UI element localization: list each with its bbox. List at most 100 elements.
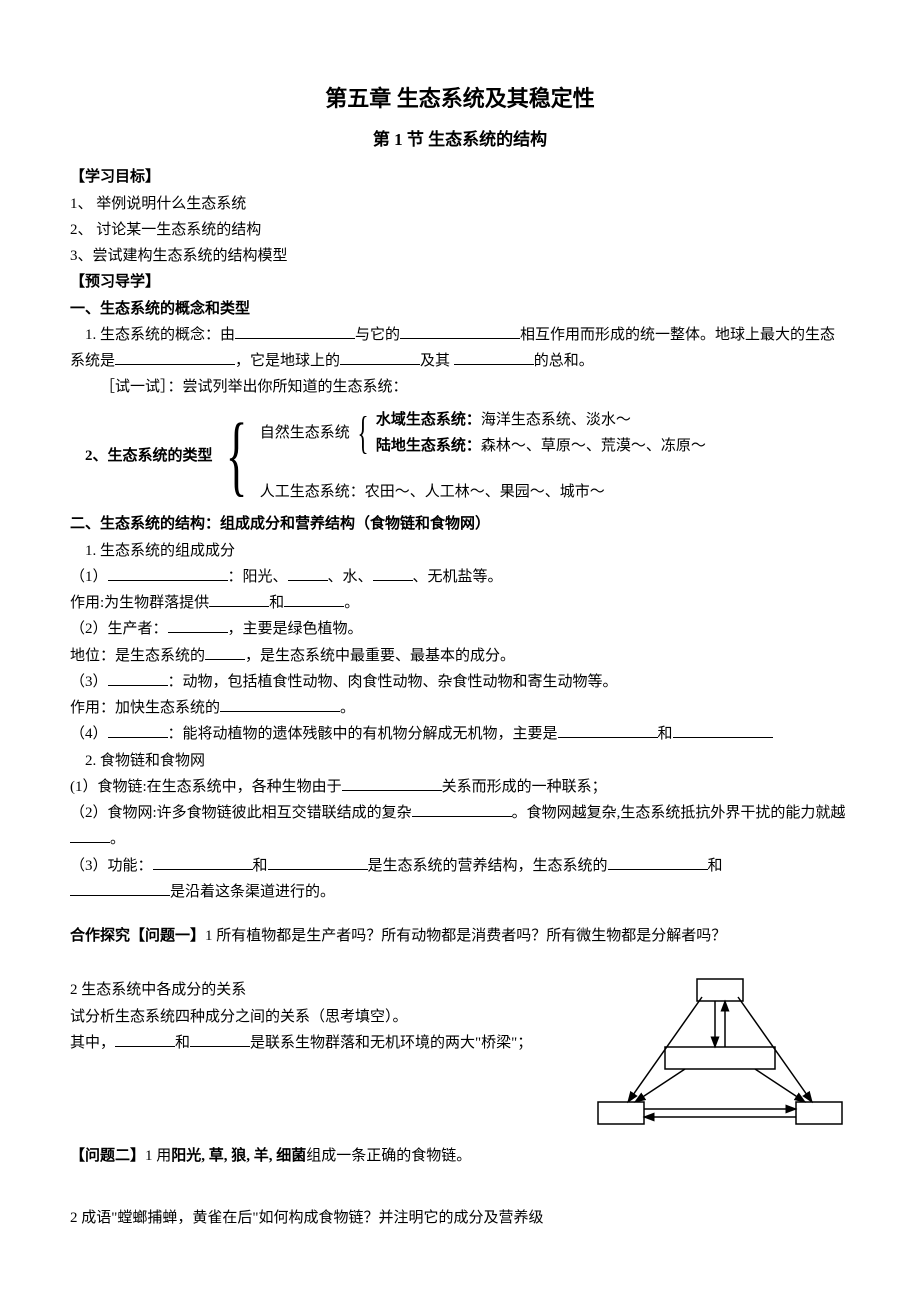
text: 、无机盐等。 <box>413 569 503 585</box>
text-line: 其中，和是联系生物群落和无机环境的两大"桥梁"； <box>70 1030 560 1056</box>
text: 地位：是生态系统的 <box>70 648 205 664</box>
fill-blank[interactable] <box>288 565 328 581</box>
heading-sec1: 一、生态系统的概念和类型 <box>70 296 850 322</box>
heading-coop-q1: 合作探究【问题一】 <box>70 928 205 944</box>
fill-blank[interactable] <box>153 854 253 870</box>
text: 作用：加快生态系统的 <box>70 700 220 716</box>
fill-blank[interactable] <box>412 801 512 817</box>
text: 。 <box>344 595 359 611</box>
text: 与它的 <box>355 327 400 343</box>
text: 是沿着这条渠道进行的。 <box>170 884 335 900</box>
text-line: （4） ：能将动植物的遗体残骸中的有机物分解成无机物，主要是 和 <box>70 721 850 747</box>
text: （3） <box>70 674 108 690</box>
text: ，它是地球上的 <box>235 353 340 369</box>
text-line: (1）食物链:在生态系统中，各种生物由于 关系而形成的一种联系； <box>70 774 850 800</box>
text-line: 地位：是生态系统的 ，是生态系统中最重要、最基本的成分。 <box>70 643 850 669</box>
text-line: （2）生产者： ，主要是绿色植物。 <box>70 616 850 642</box>
fill-blank[interactable] <box>220 696 340 712</box>
fill-blank[interactable] <box>190 1031 250 1047</box>
q2-line: 【问题二】1 用阳光, 草, 狼, 羊, 细菌组成一条正确的食物链。 <box>70 1143 850 1169</box>
text: 的总和。 <box>534 353 594 369</box>
goal-item: 1、 举例说明什么生态系统 <box>70 191 850 217</box>
brace-icon: { <box>225 411 247 501</box>
text-line: （3）功能：和是生态系统的营养结构，生态系统的和是沿着这条渠道进行的。 <box>70 853 850 906</box>
text: 作用:为生物群落提供 <box>70 595 209 611</box>
text-line: （2）食物网:许多食物链彼此相互交错联结成的复杂 。食物网越复杂,生态系统抵抗外界… <box>70 800 850 853</box>
text-line: 作用:为生物群落提供 和 。 <box>70 590 850 616</box>
text: 及其 <box>420 353 450 369</box>
ecosystem-type-tree: 2、生态系统的类型 { 自然生态系统 { 水域生态系统：海洋生态系统、淡水～ 陆… <box>85 407 850 506</box>
text: 组成一条正确的食物链。 <box>306 1148 471 1164</box>
fill-blank[interactable] <box>454 349 534 365</box>
tree-leaf-label: 水域生态系统： <box>376 412 481 428</box>
fill-blank[interactable] <box>115 349 235 365</box>
fill-blank[interactable] <box>168 617 228 633</box>
text: （2）生产者： <box>70 621 168 637</box>
text-line: 1. 生态系统的概念：由与它的相互作用而形成的统一整体。地球上最大的生态系统是，… <box>70 322 850 375</box>
fill-blank[interactable] <box>284 591 344 607</box>
text: 。 <box>340 700 355 716</box>
fill-blank[interactable] <box>268 854 368 870</box>
text: （2）食物网:许多食物链彼此相互交错联结成的复杂 <box>70 805 412 821</box>
text-line: 作用：加快生态系统的 。 <box>70 695 850 721</box>
text: 和 <box>269 595 284 611</box>
fill-blank[interactable] <box>340 349 420 365</box>
heading-sec2: 二、生态系统的结构：组成成分和营养结构（食物链和食物网） <box>70 511 850 537</box>
heading-preview: 【预习导学】 <box>70 269 850 295</box>
text: （4） <box>70 726 108 742</box>
text: ：阳光、 <box>228 569 288 585</box>
text: 1. 生态系统的概念：由 <box>85 327 235 343</box>
chapter-title: 第五章 生态系统及其稳定性 <box>70 80 850 119</box>
text-line: 2. 食物链和食物网 <box>70 748 850 774</box>
text-line: （3）：动物，包括植食性动物、肉食性动物、杂食性动物和寄生动物等。 <box>70 669 850 695</box>
heading-goals: 【学习目标】 <box>70 164 850 190</box>
fill-blank[interactable] <box>558 722 658 738</box>
text: ，是生态系统中最重要、最基本的成分。 <box>245 648 515 664</box>
text: 。食物网越复杂,生态系统抵抗外界干扰的能力就越 <box>512 805 846 821</box>
text: 1 所有植物都是生产者吗？所有动物都是消费者吗？所有微生物都是分解者吗？ <box>205 928 726 944</box>
heading-q2: 【问题二】 <box>70 1148 145 1164</box>
relation-diagram <box>590 977 850 1136</box>
fill-blank[interactable] <box>209 591 269 607</box>
coop-q1: 合作探究【问题一】1 所有植物都是生产者吗？所有动物都是消费者吗？所有微生物都是… <box>70 923 850 949</box>
fill-blank[interactable] <box>108 670 168 686</box>
brace-icon: { <box>357 410 368 456</box>
goal-item: 2、 讨论某一生态系统的结构 <box>70 217 850 243</box>
fill-blank[interactable] <box>70 827 110 843</box>
text: （3）功能： <box>70 858 153 874</box>
text: 是生态系统的营养结构，生态系统的 <box>368 858 608 874</box>
fill-blank[interactable] <box>400 323 520 339</box>
fill-blank[interactable] <box>673 722 773 738</box>
tree-leaf-value: 海洋生态系统、淡水～ <box>481 412 631 428</box>
text: 是联系生物群落和无机环境的两大"桥梁"； <box>250 1035 532 1051</box>
text: (1）食物链:在生态系统中，各种生物由于 <box>70 779 342 795</box>
fill-blank[interactable] <box>235 323 355 339</box>
fill-blank[interactable] <box>70 880 170 896</box>
tree-branch-label: 自然生态系统 <box>260 420 350 446</box>
text-line: 1. 生态系统的组成成分 <box>70 538 850 564</box>
goal-item: 3、尝试建构生态系统的结构模型 <box>70 243 850 269</box>
text: 和 <box>253 858 268 874</box>
fill-blank[interactable] <box>373 565 413 581</box>
fill-blank[interactable] <box>342 775 442 791</box>
text: 。 <box>110 831 125 847</box>
tree-root-label: 2、生态系统的类型 <box>85 443 213 469</box>
fill-blank[interactable] <box>205 644 245 660</box>
text: 、水、 <box>328 569 373 585</box>
text: 和 <box>658 726 673 742</box>
fill-blank[interactable] <box>108 565 228 581</box>
text: 其中， <box>70 1035 115 1051</box>
fill-blank[interactable] <box>108 722 168 738</box>
q2-line-2: 2 成语"螳螂捕蝉，黄雀在后"如何构成食物链？并注明它的成分及营养级 <box>70 1205 850 1231</box>
text-line: （1） ：阳光、 、水、 、无机盐等。 <box>70 564 850 590</box>
text: ：能将动植物的遗体残骸中的有机物分解成无机物，主要是 <box>168 726 558 742</box>
try-prompt: ［试一试］：尝试列举出你所知道的生态系统： <box>70 374 850 400</box>
text: （1） <box>70 569 108 585</box>
fill-blank[interactable] <box>608 854 708 870</box>
text: 1 用 <box>145 1148 171 1164</box>
text-line: 2 生态系统中各成分的关系 <box>70 977 560 1003</box>
tree-leaf-value: 森林～、草原～、荒漠～、冻原～ <box>481 438 706 454</box>
text: ，主要是绿色植物。 <box>228 621 363 637</box>
text: 关系而形成的一种联系； <box>442 779 607 795</box>
fill-blank[interactable] <box>115 1031 175 1047</box>
